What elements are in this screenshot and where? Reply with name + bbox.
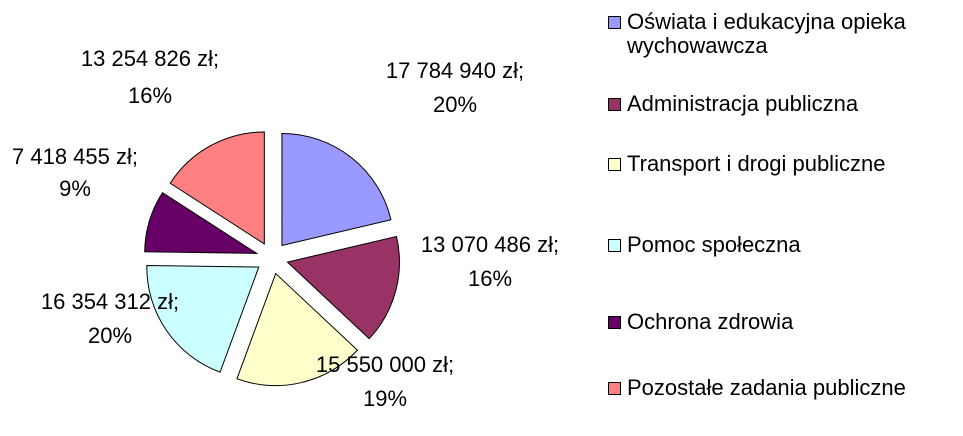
legend-swatch [608, 239, 621, 252]
data-label: 16% [468, 266, 512, 291]
legend-label: Transport i drogi publiczne [627, 151, 886, 176]
legend-swatch [608, 316, 621, 329]
pie-slice [144, 191, 259, 254]
data-label: 17 784 940 zł; [386, 58, 524, 83]
pie-slice [146, 264, 260, 373]
data-label: 15 550 000 zł; [316, 352, 454, 377]
legend-item: Oświata i edukacyjna opieka wychowawcza [605, 10, 950, 58]
legend-item: Pomoc społeczna [605, 233, 950, 257]
data-label: 20% [88, 323, 132, 348]
legend-label: Ochrona zdrowia [627, 309, 794, 334]
data-label: 13 254 826 zł; [81, 46, 219, 71]
legend-swatch [608, 16, 621, 29]
data-label: 16 354 312 zł; [41, 289, 179, 314]
data-label: 9% [59, 176, 91, 201]
data-label: 13 070 486 zł; [421, 232, 559, 257]
legend-label: Pozostałe zadania publiczne [627, 375, 906, 400]
legend-item: Transport i drogi publiczne [605, 152, 950, 176]
data-label: 7 418 455 zł; [12, 144, 138, 169]
pie-slice [281, 132, 392, 247]
data-label: 16% [128, 83, 172, 108]
pie-slice [169, 131, 265, 245]
data-label: 19% [363, 386, 407, 411]
pie-slice [236, 272, 359, 386]
pie-slice [286, 235, 400, 340]
legend-swatch [608, 98, 621, 111]
legend-label: Oświata i edukacyjna opieka wychowawcza [627, 9, 906, 58]
legend-swatch [608, 382, 621, 395]
data-label: 20% [433, 92, 477, 117]
legend-item: Pozostałe zadania publiczne [605, 376, 950, 400]
legend-label: Administracja publiczna [627, 91, 859, 116]
legend-label: Pomoc społeczna [627, 232, 801, 257]
legend-item: Ochrona zdrowia [605, 310, 950, 334]
legend-item: Administracja publiczna [605, 92, 950, 116]
legend-swatch [608, 158, 621, 171]
